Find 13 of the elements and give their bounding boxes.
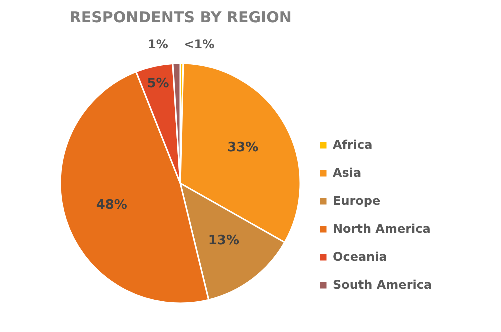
data-label: 33% <box>228 140 259 156</box>
legend-label: Oceania <box>333 250 388 264</box>
data-label: 13% <box>208 233 240 248</box>
legend-label: South America <box>333 278 432 292</box>
legend-label: Africa <box>333 138 373 152</box>
legend-label: Asia <box>333 166 362 180</box>
data-label: 1% <box>148 38 168 52</box>
data-label: 48% <box>96 198 128 213</box>
data-label: <1% <box>184 38 215 52</box>
legend-label: Europe <box>333 194 381 208</box>
legend-label: North America <box>333 222 431 236</box>
chart-title: RESPONDENTS BY REGION <box>70 8 292 26</box>
data-label: 5% <box>147 76 170 92</box>
